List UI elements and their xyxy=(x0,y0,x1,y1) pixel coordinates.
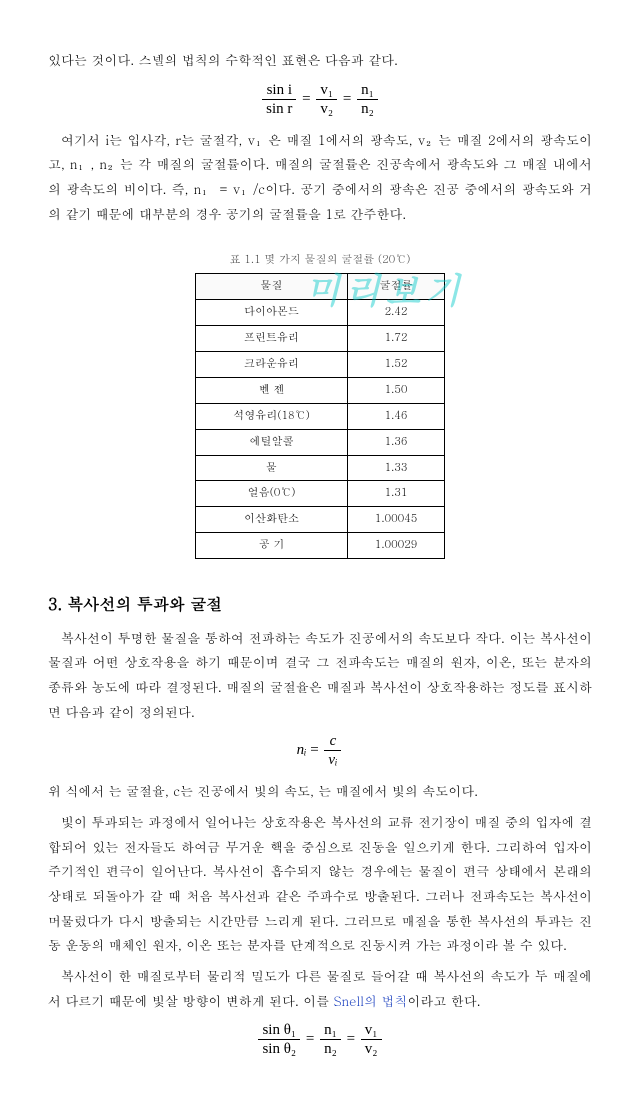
table-cell-index: 1.52 xyxy=(348,352,445,378)
table-row: 크라운유리1.52 xyxy=(196,352,445,378)
eq1-mid-den: v₂ xyxy=(316,100,337,118)
table-cell-index: 1.50 xyxy=(348,377,445,403)
table-cell-index: 1.36 xyxy=(348,429,445,455)
table-row: 물1.33 xyxy=(196,455,445,481)
eq2-num: c xyxy=(324,732,341,751)
para3d-post: 이라고 한다. xyxy=(407,991,480,1010)
eq1-right-num: n₁ xyxy=(357,81,378,100)
table-cell-index: 1.33 xyxy=(348,455,445,481)
table-cell-material: 프린트유리 xyxy=(196,326,348,352)
table-cell-material: 이산화탄소 xyxy=(196,507,348,533)
eq1-left-den: sin r xyxy=(262,100,296,118)
table-row: 벤 젠1.50 xyxy=(196,377,445,403)
table-header-index: 굴절률 xyxy=(348,274,445,300)
eq3-right-den: v₂ xyxy=(361,1040,382,1058)
equation-snell-2: sin θ₁ sin θ₂ = n₁ n₂ = v₁ v₂ xyxy=(48,1021,592,1058)
table-cell-material: 벤 젠 xyxy=(196,377,348,403)
eq1-right-den: n₂ xyxy=(357,100,378,118)
table-cell-material: 에틸알콜 xyxy=(196,429,348,455)
table-row: 공 기1.00029 xyxy=(196,533,445,559)
table-cell-material: 다이아몬드 xyxy=(196,300,348,326)
section-heading-3: 3. 복사선의 투과와 굴절 xyxy=(48,589,592,619)
table-caption: 표 1.1 몇 가지 물질의 굴절률 (20℃) xyxy=(195,250,445,271)
table-row: 얼음(0℃)1.31 xyxy=(196,481,445,507)
table-row: 에틸알콜1.36 xyxy=(196,429,445,455)
paragraph-definitions: 여기서 i는 입사각, r는 굴절각, v₁은 매질 1에서의 광속도, v₂는… xyxy=(48,128,592,227)
table-cell-material: 물 xyxy=(196,455,348,481)
eq1-left-num: sin i xyxy=(262,81,296,100)
eq2-lhs: nᵢ xyxy=(297,742,307,758)
snell-law-term: Snell의 법칙 xyxy=(333,991,407,1010)
eq3-left-num: sin θ₁ xyxy=(258,1021,300,1040)
intro-line: 있다는 것이다. 스넬의 법칙의 수학적인 표현은 다음과 같다. xyxy=(48,48,592,73)
table-header-material: 물질 xyxy=(196,274,348,300)
table-cell-index: 1.00029 xyxy=(348,533,445,559)
table-cell-index: 1.46 xyxy=(348,403,445,429)
table-row: 프린트유리1.72 xyxy=(196,326,445,352)
table-row: 다이아몬드2.42 xyxy=(196,300,445,326)
table-cell-material: 얼음(0℃) xyxy=(196,481,348,507)
refraction-table: 물질 굴절률 다이아몬드2.42프린트유리1.72크라운유리1.52벤 젠1.5… xyxy=(195,273,445,559)
table-cell-index: 1.00045 xyxy=(348,507,445,533)
eq3-right-num: v₁ xyxy=(361,1021,382,1040)
eq3-left-den: sin θ₂ xyxy=(258,1040,300,1058)
eq3-mid-den: n₂ xyxy=(320,1040,341,1058)
table-cell-index: 1.72 xyxy=(348,326,445,352)
table-row: 석영유리(18℃)1.46 xyxy=(196,403,445,429)
eq1-mid-num: v₁ xyxy=(316,81,337,100)
table-cell-material: 크라운유리 xyxy=(196,352,348,378)
para3d-pre: 복사선이 한 매질로부터 물리적 밀도가 다른 물질로 들어갈 때 복사선의 속… xyxy=(48,966,592,1010)
table-cell-material: 공 기 xyxy=(196,533,348,559)
paragraph-3a: 복사선이 투명한 물질을 통하여 전파하는 속도가 진공에서의 속도보다 작다.… xyxy=(48,626,592,725)
table-cell-material: 석영유리(18℃) xyxy=(196,403,348,429)
equation-snell-1: sin i sin r = v₁ v₂ = n₁ n₂ xyxy=(48,81,592,118)
table-cell-index: 2.42 xyxy=(348,300,445,326)
paragraph-3b: 위 식에서 는 굴절율, c는 진공에서 빛의 속도, 는 매질에서 빛의 속도… xyxy=(48,779,592,804)
paragraph-3d: 복사선이 한 매질로부터 물리적 밀도가 다른 물질로 들어갈 때 복사선의 속… xyxy=(48,964,592,1013)
table-header-row: 물질 굴절률 xyxy=(196,274,445,300)
table-cell-index: 1.31 xyxy=(348,481,445,507)
refraction-table-wrap: 미리보기 표 1.1 몇 가지 물질의 굴절률 (20℃) 물질 굴절률 다이아… xyxy=(195,250,445,559)
eq3-mid-num: n₁ xyxy=(320,1021,341,1040)
equation-refractive-index: nᵢ = c vᵢ xyxy=(48,732,592,769)
paragraph-3c: 빛이 투과되는 과정에서 일어나는 상호작용은 복사선의 교류 전기장이 매질 … xyxy=(48,810,592,958)
table-row: 이산화탄소1.00045 xyxy=(196,507,445,533)
eq2-den: vᵢ xyxy=(324,751,341,769)
